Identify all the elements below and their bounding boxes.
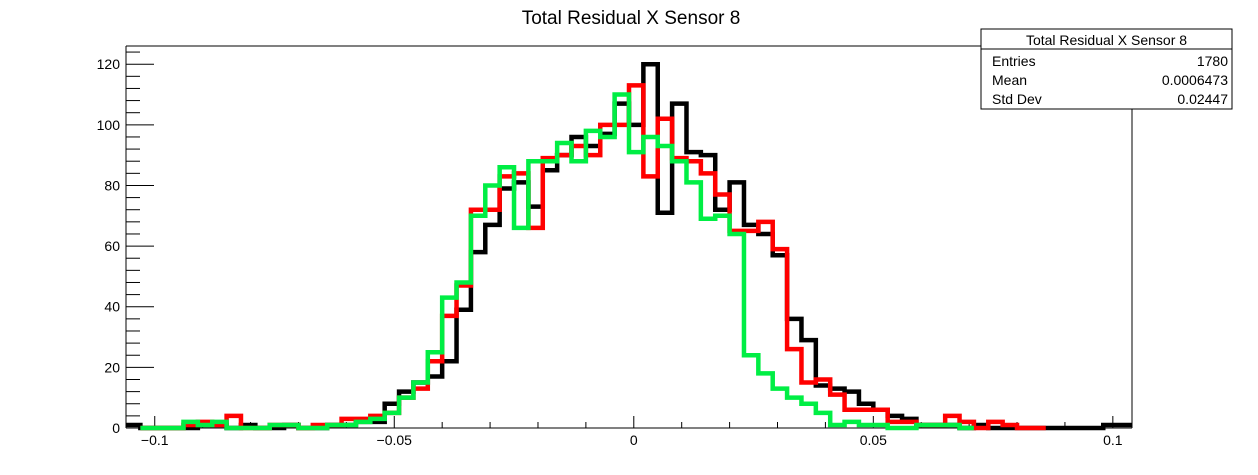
y-tick-label: 100 (97, 117, 121, 133)
histogram-step-line (140, 92, 974, 431)
x-tick-label: 0 (630, 432, 638, 448)
chart-title: Total Residual X Sensor 8 (522, 8, 741, 29)
y-tick-label: 60 (104, 238, 120, 254)
histogram-step-line (140, 83, 1046, 431)
stats-box: Total Residual X Sensor 8 Entries 1780 Mea… (980, 28, 1233, 110)
histogram-series (140, 92, 974, 431)
stats-row-value: 1780 (1197, 53, 1228, 69)
stats-row-label: Mean (992, 72, 1027, 88)
histogram-series (140, 83, 1046, 431)
stats-row-label: Std Dev (992, 91, 1042, 107)
x-tick-label: 0.1 (1103, 432, 1123, 448)
y-tick-label: 40 (104, 299, 120, 315)
y-tick-label: 20 (104, 359, 120, 375)
stats-row-label: Entries (992, 53, 1036, 69)
stats-box-rows: Entries 1780 Mean 0.0006473 Std Dev 0.02447 (992, 53, 1228, 107)
y-tick-label: 120 (97, 56, 121, 72)
stats-row-value: 0.0006473 (1162, 72, 1228, 88)
y-tick-label: 80 (104, 177, 120, 193)
x-tick-label: −0.1 (141, 432, 169, 448)
stats-box-title: Total Residual X Sensor 8 (1026, 32, 1187, 48)
y-axis: 0 20 40 60 80 100 120 (97, 51, 154, 436)
stats-row-value: 0.02447 (1177, 91, 1228, 107)
series-layer (126, 61, 1132, 431)
y-tick-label: 0 (112, 420, 120, 436)
x-tick-label: −0.05 (377, 432, 413, 448)
x-tick-label: 0.05 (860, 432, 887, 448)
stats-box-frame (980, 28, 1233, 110)
